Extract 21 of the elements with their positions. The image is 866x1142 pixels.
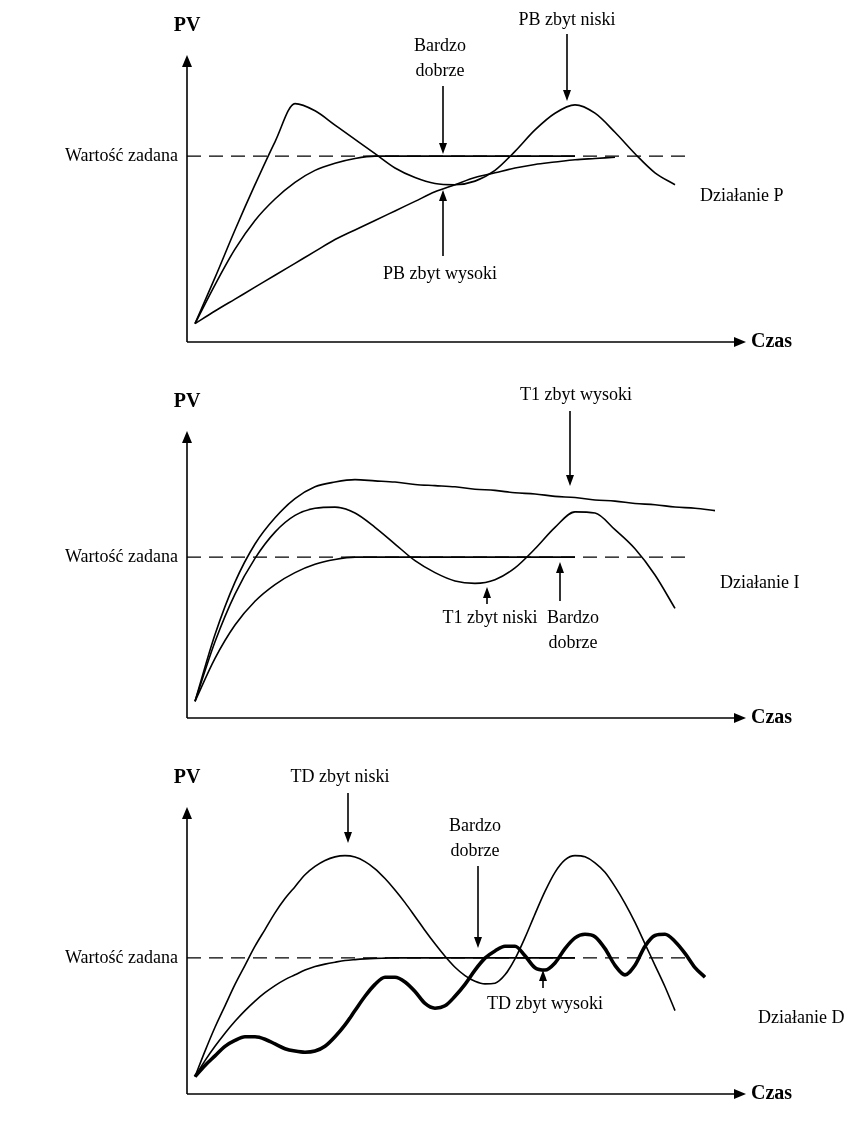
text: Działanie D bbox=[758, 1006, 845, 1027]
y-axis-title: PV bbox=[173, 389, 201, 412]
text: Bardzo dobrze bbox=[414, 34, 466, 80]
annotation: TD zbyt wysoki bbox=[487, 992, 603, 1013]
text: TD zbyt niski bbox=[290, 765, 390, 786]
text: T1 zbyt wysoki bbox=[520, 383, 632, 404]
y-axis-title: PV bbox=[173, 13, 201, 36]
x-axis-title: Czas bbox=[751, 1081, 793, 1104]
annotation: Działanie I bbox=[720, 571, 800, 592]
annotation: PB zbyt wysoki bbox=[382, 262, 498, 283]
x-axis-title: Czas bbox=[751, 705, 793, 728]
ref-line-label: Wartość zadana bbox=[65, 144, 179, 165]
annotation: T1 zbyt niski bbox=[442, 606, 538, 627]
annotation: Działanie P bbox=[700, 184, 784, 205]
y-axis-title: PV bbox=[173, 765, 201, 788]
x-axis-title: Czas bbox=[751, 329, 793, 352]
ref-line-label: Wartość zadana bbox=[65, 946, 179, 967]
ref-line-label: Wartość zadana bbox=[65, 545, 179, 566]
annotation: Bardzo dobrze bbox=[547, 606, 599, 652]
annotation: Bardzo dobrze bbox=[449, 814, 501, 860]
text: PB zbyt niski bbox=[518, 8, 616, 29]
